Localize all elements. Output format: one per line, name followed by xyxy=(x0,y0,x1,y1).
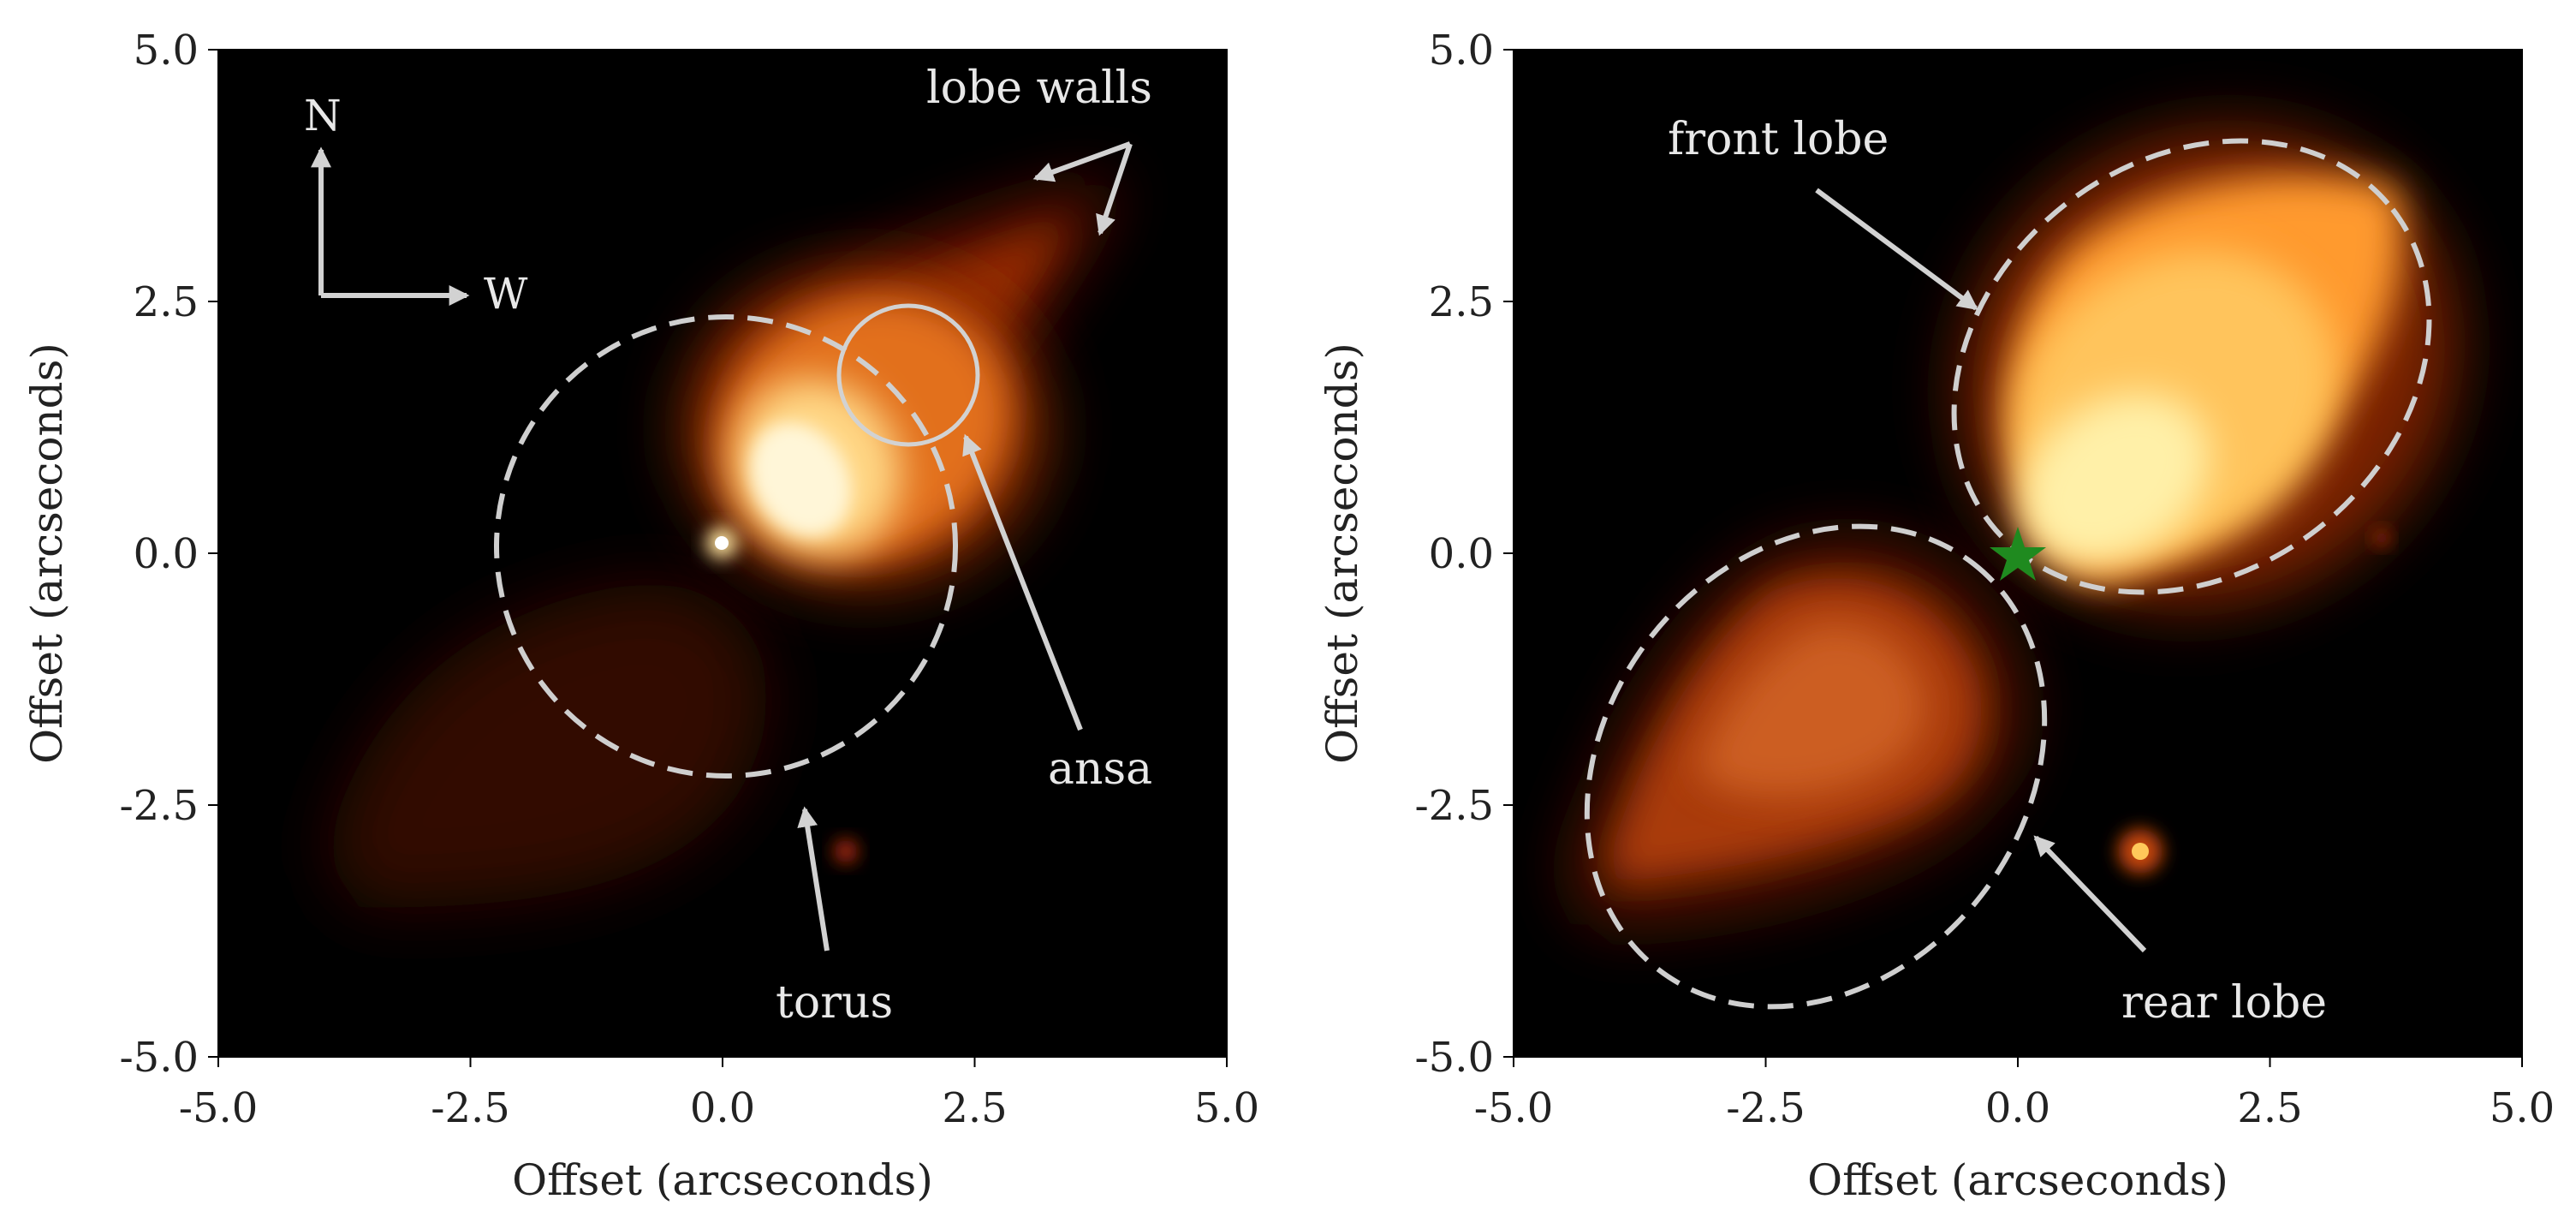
left-y-axis-title: Offset (arcseconds) xyxy=(22,343,72,764)
right-y-tick-labels: 5.0 2.5 0.0 -2.5 -5.0 xyxy=(1414,27,1494,1082)
compass-west-label: W xyxy=(484,269,528,319)
right-x-tick-label: 0.0 xyxy=(1985,1084,2050,1132)
right-overlays: front lobe rear lobe xyxy=(1584,114,2432,1029)
left-x-tick-label: 5.0 xyxy=(1194,1084,1259,1132)
right-x-ticks xyxy=(1513,1057,2523,1067)
left-y-tick-label: 0.0 xyxy=(134,530,199,578)
right-x-tick-label: 2.5 xyxy=(2237,1084,2302,1132)
left-y-tick-label: 5.0 xyxy=(134,27,199,75)
left-y-tick-label: 2.5 xyxy=(134,278,199,326)
right-x-axis-title: Offset (arcseconds) xyxy=(1807,1155,2228,1205)
left-y-ticks xyxy=(208,49,218,1058)
right-x-tick-label: -5.0 xyxy=(1474,1084,1554,1132)
rear-lobe-arrow xyxy=(2033,835,2147,953)
torus-ellipse xyxy=(494,314,958,779)
right-field-source-1-core xyxy=(2132,843,2149,860)
left-faint-lobe xyxy=(325,582,768,908)
right-y-tick-label: 0.0 xyxy=(1429,530,1494,578)
rear-lobe-ellipse xyxy=(1584,523,2048,1010)
torus-arrow xyxy=(797,806,830,952)
rear-lobe-core xyxy=(1695,623,1926,796)
torus-label: torus xyxy=(776,977,893,1029)
left-nebula-image xyxy=(325,180,1121,908)
left-central-star-core xyxy=(715,536,729,550)
front-lobe-label: front lobe xyxy=(1668,114,1889,165)
left-x-tick-label: -5.0 xyxy=(179,1084,259,1132)
left-overlays: N W lobe walls ansa torus xyxy=(304,63,1152,1029)
left-x-tick-label: 0.0 xyxy=(690,1084,755,1132)
right-x-tick-label: -2.5 xyxy=(1726,1084,1806,1132)
front-lobe-arrow xyxy=(1815,188,1978,311)
right-y-tick-label: 5.0 xyxy=(1429,27,1494,75)
left-panel: N W lobe walls ansa torus xyxy=(22,27,1259,1205)
ansa-arrow xyxy=(962,433,1083,731)
right-x-tick-label: 5.0 xyxy=(2490,1084,2555,1132)
left-x-tick-labels: -5.0 -2.5 0.0 2.5 5.0 xyxy=(179,1084,1259,1132)
right-nebula-image xyxy=(1567,128,2458,925)
right-y-tick-label: -2.5 xyxy=(1414,782,1494,830)
left-x-axis-title: Offset (arcseconds) xyxy=(512,1155,933,1205)
left-y-tick-label: -5.0 xyxy=(119,1034,199,1082)
right-x-tick-labels: -5.0 -2.5 0.0 2.5 5.0 xyxy=(1474,1084,2555,1132)
left-x-tick-label: -2.5 xyxy=(431,1084,510,1132)
ansa-circle xyxy=(836,303,980,447)
right-y-axis-title: Offset (arcseconds) xyxy=(1318,343,1367,764)
left-x-ticks xyxy=(217,1057,1228,1067)
lobe-walls-label: lobe walls xyxy=(926,63,1152,114)
left-x-tick-label: 2.5 xyxy=(942,1084,1007,1132)
right-y-ticks xyxy=(1503,49,1514,1058)
front-lobe-peak xyxy=(2019,393,2210,566)
right-panel: front lobe rear lobe -5.0 -2.5 0.0 2.5 xyxy=(1318,27,2555,1205)
left-field-source xyxy=(834,839,858,863)
right-field-source-2 xyxy=(2373,529,2390,546)
right-y-tick-label: 2.5 xyxy=(1429,278,1494,326)
left-lobe-peak xyxy=(749,422,852,537)
right-y-tick-label: -5.0 xyxy=(1414,1034,1494,1082)
rear-lobe-label: rear lobe xyxy=(2121,977,2327,1029)
central-star-marker xyxy=(1990,527,2046,581)
lobe-walls-arrow-2 xyxy=(1096,143,1133,236)
left-y-tick-labels: 5.0 2.5 0.0 -2.5 -5.0 xyxy=(119,27,199,1082)
ansa-label: ansa xyxy=(1048,743,1152,795)
left-y-tick-label: -2.5 xyxy=(119,782,199,830)
lobe-walls-arrow-1 xyxy=(1032,141,1132,182)
compass-north-label: N xyxy=(304,91,342,140)
